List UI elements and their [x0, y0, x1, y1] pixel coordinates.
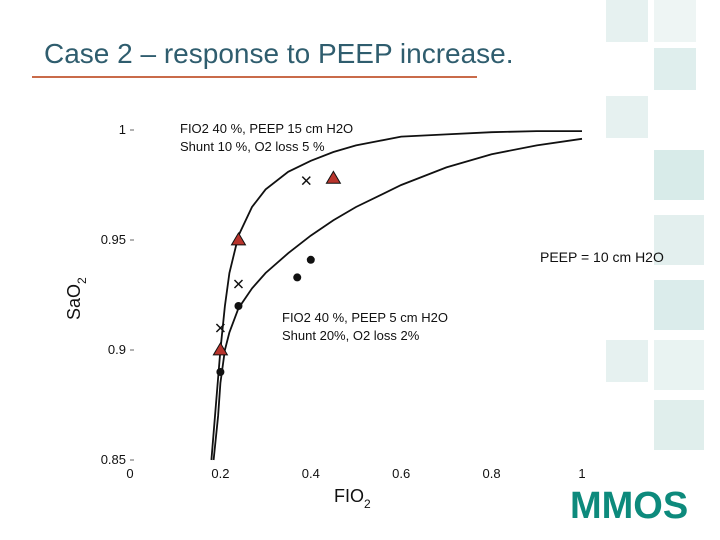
triangle-marker [212, 342, 229, 356]
title-underline [32, 76, 477, 78]
y-tick-label: 0.85 [101, 452, 126, 467]
annotation-upper-line2: Shunt 10 %, O2 loss 5 % [180, 139, 325, 154]
annotation-lower-line1: FIO2 40 %, PEEP 5 cm H2O [282, 310, 448, 325]
x-tick-label: 0.8 [483, 466, 501, 481]
circle-marker [216, 368, 225, 376]
y-tick-label: 1 [119, 122, 126, 137]
deco-square [654, 48, 696, 90]
circle-marker [306, 255, 315, 264]
deco-square [654, 150, 704, 200]
deco-square [606, 0, 648, 42]
triangle-marker [230, 232, 247, 246]
x-tick-label: 0 [126, 466, 133, 481]
cross-marker [301, 176, 311, 186]
circle-marker [293, 273, 302, 282]
y-tick-label: 0.9 [108, 342, 126, 357]
x-tick-label: 0.4 [302, 466, 320, 481]
cross-marker [215, 323, 225, 333]
deco-square [654, 340, 704, 390]
x-tick-label: 0.6 [392, 466, 410, 481]
logo-text: MMOS [570, 485, 688, 527]
series-line-1 [210, 130, 582, 461]
x-tick-label: 1 [578, 466, 585, 481]
deco-square [654, 215, 704, 265]
deco-square [654, 400, 704, 450]
y-axis-label: SaO2 [64, 277, 89, 320]
x-tick-label: 0.2 [211, 466, 229, 481]
deco-square [606, 96, 648, 138]
deco-square [606, 340, 648, 382]
cross-marker [233, 279, 244, 289]
series-line-2 [212, 137, 583, 461]
deco-square [654, 0, 696, 42]
triangle-marker [325, 170, 342, 184]
x-axis-label: FIO2 [334, 486, 371, 511]
mmos-logo: MMOS [570, 485, 688, 527]
circle-marker [234, 302, 243, 310]
y-tick-label: 0.95 [101, 232, 126, 247]
annotation-lower-line2: Shunt 20%, O2 loss 2% [282, 328, 420, 343]
slide-title: Case 2 – response to PEEP increase. [44, 38, 514, 69]
deco-square [654, 280, 704, 330]
chart-axes: 0 0.2 0.4 0.6 0.8 1 0.85 0.9 0.95 1 [101, 122, 586, 481]
chart-curves [210, 130, 583, 461]
annotation-upper-line1: FIO2 40 %, PEEP 15 cm H2O [180, 121, 353, 136]
chart-markers [212, 170, 342, 376]
annotation-peep: PEEP = 10 cm H2O [540, 249, 664, 265]
